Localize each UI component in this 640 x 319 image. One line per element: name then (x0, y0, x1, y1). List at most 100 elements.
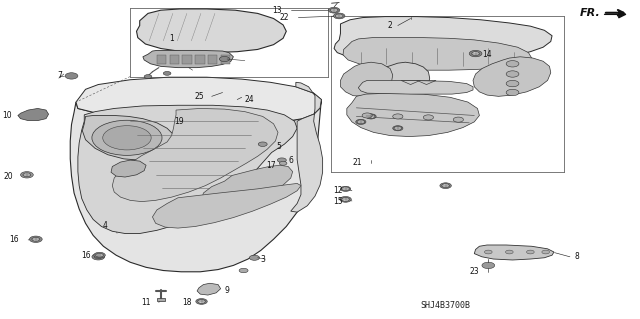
Text: 8: 8 (575, 252, 580, 261)
Circle shape (335, 14, 343, 18)
Polygon shape (76, 77, 321, 124)
Circle shape (92, 254, 105, 260)
Text: 9: 9 (225, 286, 229, 295)
Circle shape (506, 61, 519, 67)
Circle shape (362, 113, 372, 118)
Polygon shape (347, 93, 479, 137)
Text: 5: 5 (276, 142, 282, 151)
Circle shape (32, 237, 40, 241)
Circle shape (342, 187, 349, 191)
Circle shape (277, 158, 286, 162)
Text: SHJ4B3700B: SHJ4B3700B (420, 301, 470, 310)
Polygon shape (340, 62, 393, 96)
Circle shape (279, 161, 287, 165)
Text: 14: 14 (482, 50, 492, 59)
Polygon shape (202, 165, 292, 207)
Polygon shape (136, 9, 286, 53)
Polygon shape (152, 183, 301, 228)
Text: 7: 7 (58, 71, 63, 80)
Polygon shape (143, 50, 234, 68)
Circle shape (95, 255, 102, 259)
Polygon shape (83, 115, 175, 160)
Circle shape (144, 75, 152, 78)
Text: 11: 11 (141, 298, 150, 307)
Text: 10: 10 (2, 111, 12, 120)
Text: 2: 2 (388, 21, 393, 30)
Circle shape (472, 52, 479, 56)
Circle shape (440, 183, 451, 189)
Polygon shape (197, 283, 221, 295)
Text: 4: 4 (103, 221, 108, 230)
Polygon shape (111, 160, 146, 177)
Circle shape (220, 56, 230, 62)
Text: 16: 16 (10, 235, 19, 244)
Polygon shape (473, 57, 551, 96)
Polygon shape (70, 100, 321, 272)
Text: 24: 24 (245, 95, 255, 104)
Circle shape (506, 71, 519, 77)
Text: 21: 21 (353, 158, 362, 167)
Text: 23: 23 (470, 267, 479, 276)
Circle shape (65, 73, 78, 79)
Circle shape (506, 89, 519, 96)
Text: 22: 22 (280, 13, 289, 22)
Circle shape (469, 50, 482, 57)
Polygon shape (18, 108, 49, 121)
Circle shape (482, 262, 495, 269)
Bar (182, 55, 192, 64)
Circle shape (506, 250, 513, 254)
Circle shape (542, 250, 550, 254)
Circle shape (394, 126, 402, 130)
Circle shape (94, 252, 106, 258)
Circle shape (20, 172, 33, 178)
Circle shape (453, 117, 463, 122)
Text: FR.: FR. (579, 8, 600, 19)
Circle shape (340, 197, 351, 202)
Polygon shape (474, 245, 554, 260)
Circle shape (250, 255, 260, 260)
Circle shape (442, 184, 449, 188)
Circle shape (163, 71, 171, 75)
Text: 15: 15 (333, 197, 343, 206)
Circle shape (366, 114, 376, 119)
Circle shape (330, 8, 338, 12)
Circle shape (393, 114, 403, 119)
Circle shape (527, 250, 534, 254)
Polygon shape (112, 108, 278, 202)
Circle shape (198, 300, 205, 303)
Text: 18: 18 (182, 298, 191, 307)
Circle shape (29, 236, 42, 242)
Circle shape (196, 299, 207, 304)
Circle shape (423, 115, 433, 120)
Text: 13: 13 (272, 6, 282, 15)
Text: 16: 16 (81, 251, 91, 260)
Polygon shape (291, 82, 323, 212)
Circle shape (393, 126, 403, 131)
Bar (170, 55, 179, 64)
Polygon shape (334, 17, 552, 62)
Circle shape (506, 80, 519, 87)
Text: 20: 20 (3, 172, 13, 181)
Text: 6: 6 (288, 156, 293, 165)
Circle shape (484, 250, 492, 254)
Text: 1: 1 (169, 34, 173, 43)
Circle shape (103, 126, 151, 150)
Circle shape (96, 253, 104, 257)
Bar (157, 55, 166, 64)
Circle shape (259, 142, 267, 146)
Circle shape (367, 115, 375, 118)
Polygon shape (78, 105, 297, 234)
Text: 12: 12 (333, 186, 343, 195)
Circle shape (357, 120, 365, 124)
Bar (195, 55, 205, 64)
Circle shape (342, 197, 349, 201)
Circle shape (239, 268, 248, 273)
Polygon shape (358, 80, 473, 94)
Circle shape (328, 7, 340, 13)
Circle shape (356, 119, 366, 124)
Circle shape (23, 173, 31, 177)
Bar (221, 55, 230, 64)
Circle shape (340, 186, 351, 191)
Circle shape (92, 120, 162, 155)
Bar (208, 55, 218, 64)
